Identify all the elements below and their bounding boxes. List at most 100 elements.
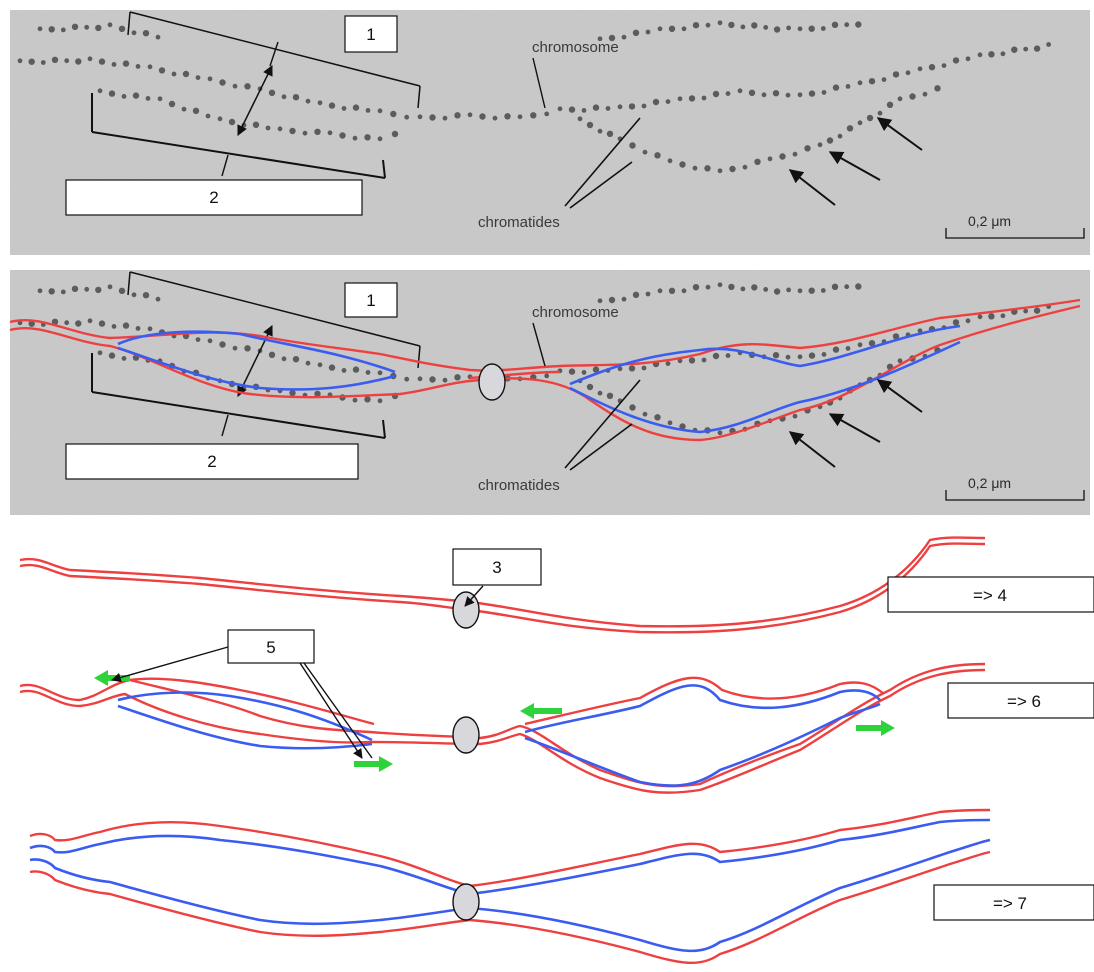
chromatid-right-lower-schematic <box>524 702 881 787</box>
chromatin-bead <box>845 346 851 351</box>
label-box-3 <box>452 548 542 586</box>
chromatin-bead <box>652 98 660 106</box>
label-box-2 <box>65 179 363 216</box>
chromatin-bead <box>111 324 117 329</box>
chromatin-bead <box>941 63 947 68</box>
label-5-text: 5 <box>266 638 275 657</box>
chromatin-bead <box>667 158 673 164</box>
chromatin-bead <box>328 364 336 371</box>
chromatin-bead <box>742 164 748 170</box>
chromosome-label: chromosome <box>532 39 619 56</box>
chromatin-bead <box>668 287 676 294</box>
label-3-text: 3 <box>492 558 501 577</box>
chromatin-bead <box>181 106 187 112</box>
chromatin-bead <box>429 114 436 121</box>
chromatin-bead <box>692 165 698 171</box>
chromosome-outline-outer-b <box>9 304 1081 442</box>
chromatin-bead <box>751 284 758 291</box>
chromatin-bead <box>530 112 537 119</box>
chromatin-bead <box>785 354 791 360</box>
chromatin-bead <box>171 71 177 77</box>
chromatin-bead <box>785 92 791 98</box>
chromatin-bead <box>797 288 803 294</box>
chromatin-bead <box>98 58 106 65</box>
chromatin-bead <box>808 25 815 32</box>
chromatin-bead <box>928 63 936 71</box>
chromatin-bead <box>147 326 153 332</box>
chromatid-pointer-1-copy <box>564 379 641 469</box>
chromatin-bead <box>158 67 166 74</box>
chromatin-bead <box>717 168 723 174</box>
chromatid-right-upper-schematic <box>524 684 881 734</box>
chromatin-bead <box>84 24 90 30</box>
micrograph-panel-annotated: 1 2 chromosome chromatides 0,2 μm <box>9 270 1090 515</box>
chromatin-bead <box>922 91 928 97</box>
chromatin-bead <box>892 333 900 340</box>
chromatin-bead <box>377 398 383 404</box>
fibre-arrow-3-copy <box>788 431 836 468</box>
chromatin-bead <box>728 21 735 29</box>
chromatin-bead <box>881 77 887 82</box>
label-1-text-copy: 1 <box>366 291 375 310</box>
label-4-text: => 4 <box>973 586 1007 605</box>
scale-bar-copy <box>945 490 1085 501</box>
chromatin-bead <box>305 98 311 104</box>
chromatin-bead <box>568 106 576 113</box>
label-5-pointer-right-a <box>299 662 363 759</box>
bracket-1-leader <box>269 41 279 67</box>
chromatin-bead <box>341 106 347 111</box>
chromatin-bead <box>37 26 43 32</box>
chromatin-bead <box>292 94 300 101</box>
chromatin-bead <box>544 111 550 117</box>
chromatin-bead <box>577 116 583 122</box>
chromatin-bead <box>121 94 127 99</box>
chromatin-bead <box>952 319 960 326</box>
chromatin-bead <box>808 352 816 359</box>
chromatin-bead <box>767 156 773 162</box>
chromatin-bead <box>352 397 358 403</box>
fork-arrow-center-right <box>354 756 393 772</box>
chromatin-bead <box>544 373 550 379</box>
chromatin-bead <box>581 108 587 113</box>
chromatin-bead <box>339 132 346 139</box>
chromatin-bead <box>121 356 127 361</box>
chromatin-bead <box>897 358 903 364</box>
chromatin-bead <box>51 318 59 325</box>
chromatin-bead <box>717 20 723 26</box>
label-box-1-copy <box>344 282 398 318</box>
chromatin-bead <box>195 337 201 342</box>
chromatin-bead <box>265 125 271 131</box>
schematic-two-chromatids: => 7 <box>29 808 1094 964</box>
chromatin-bead <box>845 84 851 89</box>
chromatin-bead <box>725 91 731 96</box>
chromatin-bead <box>832 84 840 91</box>
scale-bar <box>945 228 1085 239</box>
chromatin-bead <box>597 36 603 42</box>
chromosome-single-outline-b <box>19 542 986 634</box>
chromatin-bead <box>654 414 661 421</box>
chromatin-bead <box>701 357 707 363</box>
scale-label: 0,2 μm <box>968 213 1011 229</box>
chromatin-bead <box>629 404 636 411</box>
centromere-schematic-3 <box>452 883 480 921</box>
chromatin-bead <box>205 113 211 119</box>
chromatin-bead <box>763 25 769 30</box>
chromatid-1-blue <box>29 818 991 896</box>
chromatin-bead <box>377 136 383 142</box>
chromosome-label-copy: chromosome <box>532 304 619 321</box>
chromatin-bead <box>168 100 176 108</box>
chromatin-bead <box>832 346 840 353</box>
label-7-text: => 7 <box>993 894 1027 913</box>
fork-arrow-center-left <box>520 703 562 719</box>
chromatin-bead <box>364 134 371 141</box>
chromatin-bead <box>1033 307 1041 314</box>
chromatin-bead <box>868 340 876 347</box>
chromatin-bead <box>97 350 103 356</box>
chromatin-bead <box>122 60 130 67</box>
chromatin-bead <box>314 128 321 135</box>
chromatin-bead <box>605 106 611 111</box>
chromatin-bead <box>773 26 781 33</box>
chromatin-bead <box>717 430 723 436</box>
chromatin-bead <box>632 29 640 36</box>
bracket-2-leader <box>221 154 229 177</box>
